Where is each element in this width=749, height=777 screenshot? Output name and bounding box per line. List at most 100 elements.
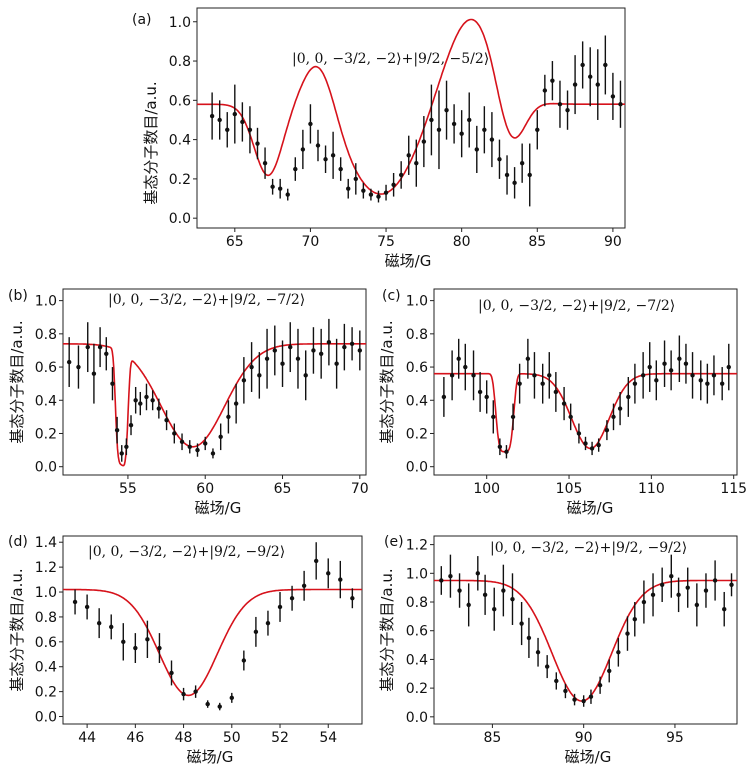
y-tick-label: 0.4: [169, 133, 191, 149]
data-point: [448, 573, 453, 579]
data-point: [414, 160, 419, 166]
data-point: [676, 592, 681, 598]
x-tick-label: 65: [274, 481, 292, 497]
data-point: [280, 361, 285, 366]
data-point: [255, 141, 260, 146]
x-tick-label: 105: [556, 481, 583, 497]
data-point: [690, 373, 695, 378]
data-point: [475, 571, 481, 576]
data-point: [91, 371, 97, 376]
x-axis-label: 磁场/G: [385, 252, 432, 270]
data-point: [172, 431, 177, 436]
panel-tag: (a): [132, 12, 152, 28]
data-point: [694, 602, 700, 608]
y-tick-label: 0.0: [406, 460, 428, 476]
data-point: [241, 658, 247, 663]
data-point: [288, 344, 293, 350]
x-tick-label: 75: [377, 234, 395, 250]
data-point: [436, 127, 442, 132]
data-point: [510, 596, 515, 602]
data-point: [650, 592, 656, 598]
data-point: [596, 442, 601, 448]
data-point: [525, 356, 531, 361]
state-label: |0, 0, −3/2, −2⟩+|9/2, −9/2⟩: [88, 544, 285, 560]
data-point: [349, 341, 355, 347]
x-tick-label: 90: [575, 730, 593, 746]
data-point: [289, 596, 295, 601]
data-point: [703, 588, 709, 593]
x-tick-label: 100: [473, 481, 500, 497]
data-point: [383, 190, 389, 195]
y-axis-label: 基态分子数目/a.u.: [8, 320, 26, 443]
y-tick-label: 0.2: [406, 426, 428, 442]
state-label: |0, 0, −3/2, −2⟩+|9/2, −9/2⟩: [490, 540, 687, 556]
plot-frame: [433, 288, 738, 476]
data-point: [217, 704, 222, 709]
data-point: [110, 381, 115, 386]
data-point: [326, 571, 331, 576]
data-point: [85, 344, 90, 350]
data-point: [489, 137, 495, 142]
y-tick-label: 0.6: [406, 360, 428, 376]
data-point: [654, 378, 659, 383]
plot-frame: [62, 288, 367, 476]
data-point: [114, 427, 120, 433]
data-point: [257, 373, 262, 378]
data-point: [133, 398, 138, 403]
fit-curve: [434, 579, 737, 702]
data-point: [265, 620, 271, 626]
data-point: [610, 94, 616, 99]
data-point: [456, 356, 461, 361]
data-point: [164, 417, 169, 423]
data-point: [138, 401, 143, 406]
y-tick-label: 0.0: [169, 211, 191, 227]
data-point: [553, 389, 559, 395]
data-point: [504, 449, 509, 454]
data-point: [519, 621, 524, 626]
state-label: |0, 0, −3/2, −2⟩+|9/2, −7/2⟩: [108, 292, 305, 308]
x-tick-label: 85: [528, 234, 546, 250]
x-tick-label: 70: [302, 234, 320, 250]
data-point: [169, 670, 174, 676]
data-point: [604, 427, 610, 433]
data-point: [467, 117, 472, 123]
data-point: [504, 172, 510, 178]
data-point: [301, 583, 307, 589]
data-point: [240, 119, 245, 125]
data-point: [491, 414, 496, 420]
data-point: [583, 441, 588, 446]
data-point: [368, 192, 374, 197]
data-point: [466, 602, 471, 608]
data-point: [264, 356, 270, 361]
data-point: [726, 364, 731, 370]
data-point: [729, 582, 734, 587]
data-point: [544, 664, 550, 669]
x-tick-label: 65: [226, 234, 244, 250]
data-point: [181, 691, 186, 697]
y-tick-label: 0.2: [35, 426, 57, 442]
data-point: [318, 351, 324, 356]
data-point: [517, 381, 522, 386]
data-point: [97, 344, 103, 350]
data-point: [477, 389, 483, 395]
x-tick-label: 55: [119, 481, 137, 497]
data-point: [233, 401, 239, 406]
data-point: [597, 683, 603, 688]
data-point: [501, 588, 506, 593]
data-point: [210, 451, 216, 456]
y-axis-label: 基态分子数目/a.u.: [8, 568, 26, 691]
plot-frame: [433, 535, 738, 725]
data-point: [685, 585, 690, 590]
data-point: [226, 414, 231, 420]
data-point: [659, 582, 665, 587]
y-tick-label: 1.2: [406, 538, 428, 554]
data-point: [557, 102, 563, 107]
data-point: [449, 373, 455, 378]
data-point: [293, 166, 298, 172]
data-point: [626, 394, 631, 400]
data-point: [195, 447, 200, 453]
data-point: [150, 398, 155, 403]
data-point: [519, 160, 525, 166]
data-point: [459, 131, 464, 136]
y-tick-label: 0.4: [406, 393, 428, 409]
